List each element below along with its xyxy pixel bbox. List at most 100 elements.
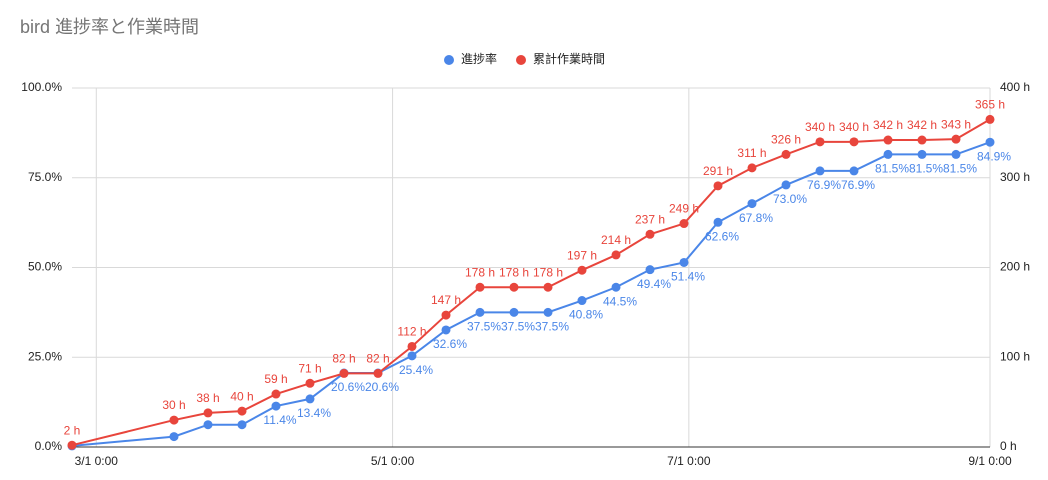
legend-label: 累計作業時間	[533, 51, 605, 66]
data-label: 59 h	[264, 372, 287, 386]
data-point	[917, 135, 927, 145]
data-label: 20.6%	[365, 380, 399, 394]
data-label: 20.6%	[331, 380, 365, 394]
data-point	[645, 265, 655, 275]
data-point	[883, 135, 893, 145]
data-label: 147 h	[431, 293, 461, 307]
data-label: 25.4%	[399, 363, 433, 377]
data-point	[339, 368, 349, 378]
data-point	[713, 181, 723, 191]
data-label: 37.5%	[467, 320, 501, 334]
data-point	[169, 432, 179, 442]
data-point	[747, 199, 757, 209]
data-point	[781, 180, 791, 190]
data-label: 62.6%	[705, 229, 739, 243]
data-point	[951, 149, 961, 159]
data-point	[373, 368, 383, 378]
data-point	[611, 282, 621, 292]
legend-marker	[444, 55, 454, 65]
data-label: 81.5%	[909, 162, 943, 176]
legend-marker	[516, 55, 526, 65]
data-point	[169, 415, 179, 425]
x-tick-label: 5/1 0:00	[371, 454, 415, 468]
data-point	[305, 378, 315, 388]
x-tick-label: 9/1 0:00	[968, 454, 1012, 468]
data-point	[815, 166, 825, 176]
data-label: 67.8%	[739, 211, 773, 225]
data-label: 44.5%	[603, 294, 637, 308]
data-point	[407, 351, 417, 361]
data-point	[679, 257, 689, 267]
y-tick-label: 100.0%	[21, 80, 62, 94]
series-line	[71, 141, 991, 447]
data-label: 249 h	[669, 202, 699, 216]
data-label: 13.4%	[297, 406, 331, 420]
data-point	[883, 149, 893, 159]
data-label: 343 h	[941, 117, 971, 131]
data-label: 40 h	[230, 389, 253, 403]
data-label: 214 h	[601, 233, 631, 247]
data-point	[815, 137, 825, 147]
data-label: 11.4%	[263, 413, 296, 427]
y-tick-label: 25.0%	[28, 349, 62, 363]
data-point	[577, 265, 587, 275]
data-label: 340 h	[805, 120, 835, 134]
data-label: 40.8%	[569, 308, 603, 322]
legend-label: 進捗率	[461, 51, 497, 66]
data-label: 76.9%	[807, 178, 841, 192]
data-point	[543, 307, 553, 317]
data-label: 71 h	[298, 361, 321, 375]
data-point	[849, 166, 859, 176]
data-point	[985, 114, 995, 124]
data-point	[713, 217, 723, 227]
data-label: 178 h	[533, 265, 563, 279]
data-point	[747, 163, 757, 173]
data-point	[271, 401, 281, 411]
y-tick-label: 0.0%	[35, 439, 63, 453]
data-point	[203, 420, 213, 430]
data-point	[543, 282, 553, 292]
data-point	[509, 282, 519, 292]
y-tick-label: 75.0%	[28, 170, 62, 184]
data-point	[441, 325, 451, 335]
data-point	[577, 296, 587, 306]
data-label: 326 h	[771, 133, 801, 147]
data-label: 342 h	[873, 118, 903, 132]
x-tick-label: 3/1 0:00	[75, 454, 119, 468]
data-point	[407, 341, 417, 351]
data-label: 38 h	[196, 391, 219, 405]
data-point	[849, 137, 859, 147]
data-label: 291 h	[703, 164, 733, 178]
data-label: 365 h	[975, 98, 1005, 112]
y2-tick-label: 100 h	[1000, 349, 1030, 363]
data-point	[611, 250, 621, 260]
data-label: 112 h	[397, 325, 426, 339]
y-tick-label: 50.0%	[28, 260, 62, 274]
data-label: 76.9%	[841, 178, 875, 192]
data-label: 81.5%	[875, 162, 909, 176]
data-label: 178 h	[465, 265, 495, 279]
data-label: 197 h	[567, 248, 597, 262]
data-label: 2 h	[64, 423, 81, 437]
y2-tick-label: 400 h	[1000, 80, 1030, 94]
data-point	[441, 310, 451, 320]
data-point	[509, 307, 519, 317]
x-tick-label: 7/1 0:00	[667, 454, 711, 468]
data-label: 237 h	[635, 212, 665, 226]
y2-tick-label: 200 h	[1000, 260, 1030, 274]
data-point	[679, 219, 689, 229]
data-point	[475, 307, 485, 317]
data-label: 37.5%	[501, 320, 535, 334]
data-point	[237, 420, 247, 430]
data-point	[271, 389, 281, 399]
data-label: 84.9%	[977, 149, 1011, 163]
data-label: 340 h	[839, 120, 869, 134]
data-label: 342 h	[907, 118, 937, 132]
data-point	[951, 134, 961, 144]
data-label: 73.0%	[773, 192, 807, 206]
y2-tick-label: 0 h	[1000, 439, 1017, 453]
data-point	[305, 394, 315, 404]
data-label: 311 h	[737, 146, 766, 160]
